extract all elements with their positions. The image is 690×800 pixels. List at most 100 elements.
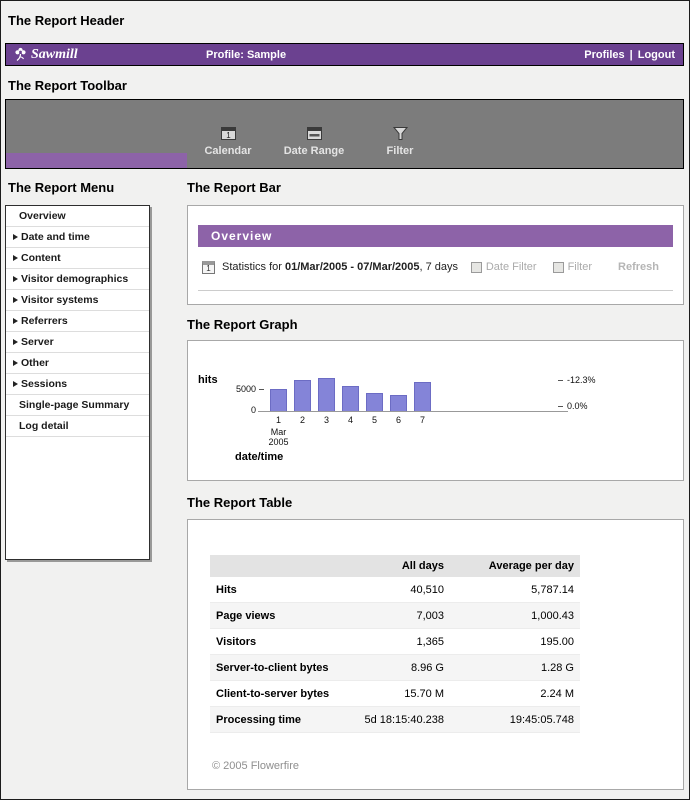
menu-item-label: Sessions	[21, 378, 67, 390]
menu-item-content[interactable]: Content	[6, 248, 149, 269]
row-label: Page views	[210, 603, 350, 629]
right-axis-label: -12.3%	[567, 375, 596, 385]
toolbar-item-label: Calendar	[204, 145, 251, 157]
filter-control: Filter	[553, 261, 592, 273]
menu-item-overview[interactable]: Overview	[6, 206, 149, 227]
menu-item-label: Visitor demographics	[21, 273, 128, 285]
row-average: 19:45:05.748	[450, 707, 580, 733]
row-all-days: 7,003	[350, 603, 450, 629]
y-tick-label: 0	[214, 405, 256, 415]
header-links: Profiles | Logout	[584, 49, 683, 61]
calendar-icon: 1	[220, 125, 237, 142]
date-filter-label: Date Filter	[486, 261, 537, 273]
overview-title-bar: Overview	[198, 225, 673, 247]
x-axis-line	[258, 411, 568, 412]
x-axis-year-label: 2005	[266, 437, 291, 447]
graph-section-title: The Report Graph	[187, 317, 298, 332]
y-tick-mark	[259, 389, 264, 390]
menu-item-label: Referrers	[21, 315, 68, 327]
row-label: Server-to-client bytes	[210, 655, 350, 681]
y-tick-label: 5000	[214, 384, 256, 394]
x-tick-label: 3	[318, 415, 335, 425]
menu-item-date-and-time[interactable]: Date and time	[6, 227, 149, 248]
bar-chart	[270, 341, 431, 411]
toolbar-item-date-range[interactable]: Date Range	[282, 125, 346, 157]
expand-arrow-icon	[13, 255, 18, 261]
expand-arrow-icon	[13, 318, 18, 324]
x-tick-label: 5	[366, 415, 383, 425]
sawmill-documentation-page: The Report Header Sawmill Profile: Sampl…	[0, 0, 690, 800]
row-all-days: 1,365	[350, 629, 450, 655]
row-average: 5,787.14	[450, 577, 580, 603]
profiles-link[interactable]: Profiles	[584, 49, 624, 61]
report-bar-divider	[198, 290, 673, 291]
summary-table: All days Average per day Hits 40,510 5,7…	[210, 555, 580, 733]
toolbar-section-title: The Report Toolbar	[8, 78, 127, 93]
x-tick-label: 4	[342, 415, 359, 425]
menu-item-visitor-systems[interactable]: Visitor systems	[6, 290, 149, 311]
menu-item-label: Single-page Summary	[19, 399, 129, 411]
menu-item-single-page-summary[interactable]: Single-page Summary	[6, 395, 149, 416]
chart-bar[interactable]	[318, 378, 335, 411]
statistics-row: 1 Statistics for 01/Mar/2005 - 07/Mar/20…	[202, 258, 659, 276]
expand-arrow-icon	[13, 297, 18, 303]
filter-checkbox[interactable]	[553, 262, 564, 273]
statistics-prefix: Statistics for	[222, 261, 285, 273]
report-menu: Overview Date and time Content Visitor d…	[5, 205, 150, 560]
date-range-icon	[306, 125, 323, 142]
toolbar-item-filter[interactable]: Filter	[368, 125, 432, 157]
right-axis-label: 0.0%	[567, 401, 588, 411]
flower-icon	[13, 46, 28, 63]
row-label: Client-to-server bytes	[210, 681, 350, 707]
x-tick-label: 6	[390, 415, 407, 425]
date-filter-control: Date Filter	[471, 261, 537, 273]
chart-bar[interactable]	[342, 386, 359, 411]
table-row: Visitors 1,365 195.00	[210, 629, 580, 655]
header-section-title: The Report Header	[8, 13, 124, 28]
refresh-button[interactable]: Refresh	[618, 261, 659, 273]
column-header-blank	[210, 555, 350, 577]
report-bar-panel: Overview 1 Statistics for 01/Mar/2005 - …	[187, 205, 684, 305]
date-filter-checkbox[interactable]	[471, 262, 482, 273]
menu-section-title: The Report Menu	[8, 180, 114, 195]
menu-item-label: Other	[21, 357, 49, 369]
logo-text: Sawmill	[31, 47, 78, 63]
expand-arrow-icon	[13, 381, 18, 387]
menu-item-referrers[interactable]: Referrers	[6, 311, 149, 332]
x-tick-label: 1	[270, 415, 287, 425]
table-row: Server-to-client bytes 8.96 G 1.28 G	[210, 655, 580, 681]
filter-label: Filter	[568, 261, 592, 273]
row-all-days: 15.70 M	[350, 681, 450, 707]
menu-item-label: Server	[21, 336, 54, 348]
menu-item-visitor-demographics[interactable]: Visitor demographics	[6, 269, 149, 290]
report-header-bar: Sawmill Profile: Sample Profiles | Logou…	[5, 43, 684, 66]
row-average: 1.28 G	[450, 655, 580, 681]
mini-calendar-number: 1	[206, 265, 210, 273]
expand-arrow-icon	[13, 234, 18, 240]
logout-link[interactable]: Logout	[638, 49, 675, 61]
statistics-suffix: , 7 days	[420, 261, 459, 273]
sawmill-logo[interactable]: Sawmill	[6, 46, 78, 63]
menu-item-label: Overview	[19, 210, 66, 222]
chart-bar[interactable]	[366, 393, 383, 411]
row-label: Processing time	[210, 707, 350, 733]
toolbar-item-calendar[interactable]: 1 Calendar	[196, 125, 260, 157]
menu-item-sessions[interactable]: Sessions	[6, 374, 149, 395]
table-row: Page views 7,003 1,000.43	[210, 603, 580, 629]
svg-text:1: 1	[226, 131, 231, 140]
menu-item-log-detail[interactable]: Log detail	[6, 416, 149, 437]
table-row: Processing time 5d 18:15:40.238 19:45:05…	[210, 707, 580, 733]
table-section-title: The Report Table	[187, 495, 292, 510]
mini-calendar-icon[interactable]: 1	[202, 261, 215, 274]
toolbar-item-label: Date Range	[284, 145, 345, 157]
link-separator: |	[630, 49, 633, 61]
chart-bar[interactable]	[294, 380, 311, 411]
row-all-days: 5d 18:15:40.238	[350, 707, 450, 733]
menu-item-other[interactable]: Other	[6, 353, 149, 374]
menu-item-server[interactable]: Server	[6, 332, 149, 353]
x-tick-labels: 1 2 3 4 5 6 7	[270, 415, 431, 425]
chart-bar[interactable]	[270, 389, 287, 411]
expand-arrow-icon	[13, 360, 18, 366]
chart-bar[interactable]	[414, 382, 431, 411]
chart-bar[interactable]	[390, 395, 407, 411]
